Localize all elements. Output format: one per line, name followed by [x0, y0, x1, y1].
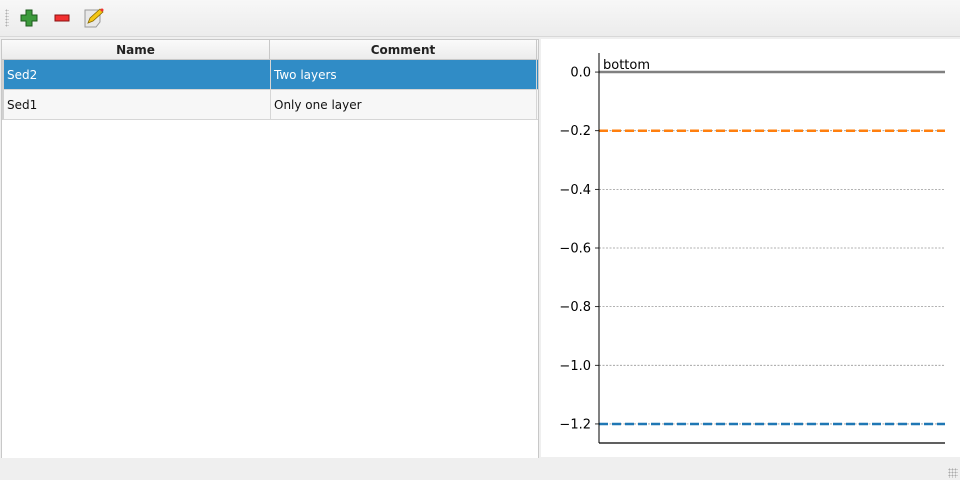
y-tick-label: −0.6: [559, 242, 591, 257]
y-tick-label: 0.0: [570, 66, 591, 81]
y-tick-label: −0.2: [559, 124, 591, 139]
status-bar: [0, 458, 960, 480]
y-tick-label: −0.8: [559, 300, 591, 315]
y-tick-label: −0.4: [559, 183, 591, 198]
size-grip[interactable]: [948, 468, 958, 478]
cell-comment[interactable]: Two layers: [271, 60, 537, 89]
column-header-name[interactable]: Name: [2, 40, 270, 59]
cell-comment[interactable]: Only one layer: [271, 90, 537, 119]
y-tick-label: −1.2: [559, 417, 591, 432]
edit-button[interactable]: [82, 6, 106, 30]
sediment-table: Name Comment Sed2 Two layers Sed1 Only o…: [1, 39, 539, 459]
minus-icon: [54, 14, 70, 22]
annotation-label: bottom: [603, 58, 650, 73]
plot-canvas: 0.0 −0.2 −0.4 −0.6 −0.8 −1.0 −1.2 bottom: [559, 53, 945, 444]
plus-icon: [20, 9, 38, 27]
table-row[interactable]: Sed2 Two layers: [2, 60, 538, 90]
toolbar: [0, 0, 960, 37]
y-tick-label: −1.0: [559, 359, 591, 374]
layer-plot: 0.0 −0.2 −0.4 −0.6 −0.8 −1.0 −1.2 bottom: [541, 39, 960, 457]
edit-note-icon: [84, 8, 104, 28]
cell-name[interactable]: Sed2: [4, 60, 271, 89]
column-header-comment[interactable]: Comment: [270, 40, 537, 59]
add-button[interactable]: [17, 6, 41, 30]
cell-name[interactable]: Sed1: [4, 90, 271, 119]
table-header: Name Comment: [2, 40, 538, 60]
table-row[interactable]: Sed1 Only one layer: [2, 90, 538, 120]
toolbar-grip[interactable]: [5, 9, 9, 27]
remove-button[interactable]: [50, 6, 74, 30]
